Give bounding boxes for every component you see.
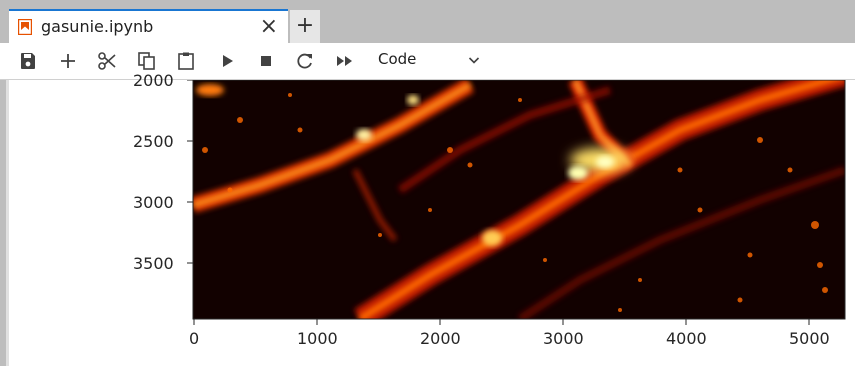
x-tick-label: 1000 [297,329,338,348]
cell-type-select[interactable]: Code [378,50,488,72]
paste-icon[interactable] [176,51,196,71]
y-tick-label: 2500 [133,132,174,151]
axes-frame [192,80,846,320]
copy-icon[interactable] [137,51,157,71]
chevron-down-icon [468,57,480,64]
notebook-icon [18,19,32,35]
save-icon[interactable] [18,51,38,71]
fast-forward-icon[interactable] [335,51,355,71]
x-tick-label: 3000 [543,329,584,348]
tab-close-icon[interactable]: × [259,14,278,39]
cell-type-value: Code [378,50,417,68]
x-tick-label: 2000 [420,329,461,348]
left-gutter [0,80,6,366]
tab-title: gasunie.ipynb [41,17,154,36]
x-tick-label: 0 [189,329,200,348]
cell-output: 2000 2500 3000 3500 0 1000 2000 3000 400… [0,71,855,366]
plus-icon[interactable] [58,51,78,71]
new-tab-button[interactable]: + [290,10,320,43]
restart-icon[interactable] [295,51,315,71]
y-tick-label: 3500 [133,254,174,273]
notebook-toolbar: Code [0,43,855,80]
tab-bar: gasunie.ipynb × + [0,0,855,43]
run-icon[interactable] [217,51,237,71]
y-tick-label: 3000 [133,193,174,212]
heatmap-figure [187,80,846,325]
x-tick-label: 4000 [666,329,707,348]
cut-icon[interactable] [97,51,117,71]
heatmap-image [193,80,845,319]
y-tick-label: 2000 [133,71,174,90]
cell-collapser[interactable] [6,80,9,366]
stop-icon[interactable] [256,51,276,71]
x-tick-label: 5000 [789,329,830,348]
tab-notebook[interactable]: gasunie.ipynb × [9,9,288,43]
